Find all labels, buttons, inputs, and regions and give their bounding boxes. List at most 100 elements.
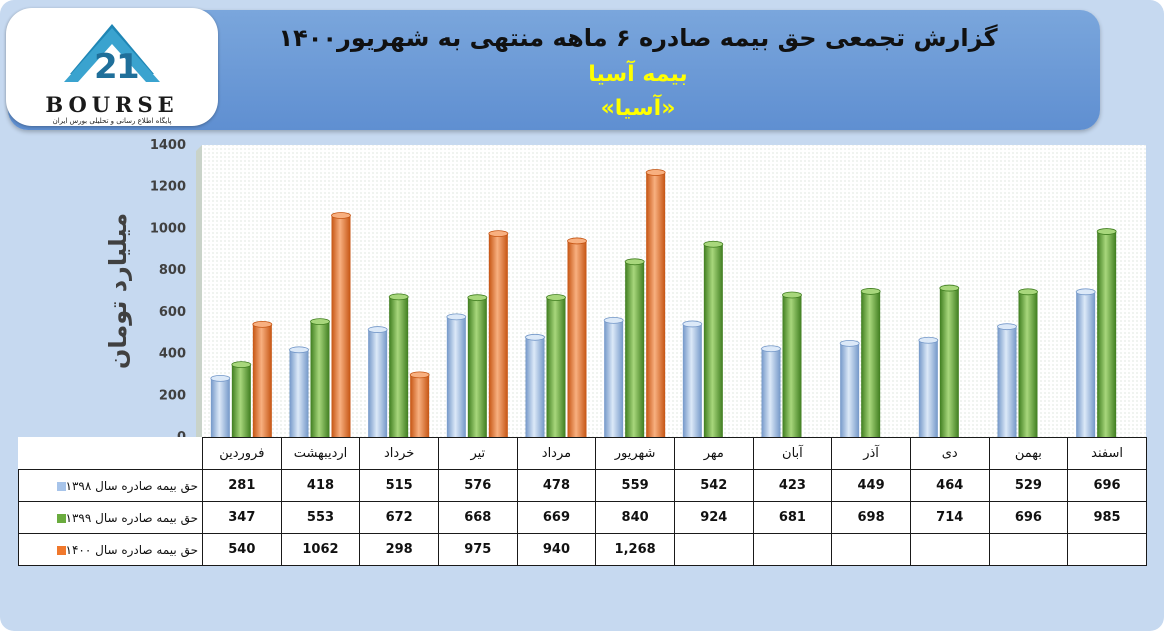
bar <box>310 321 330 437</box>
bar-cap <box>1096 228 1117 235</box>
legend-label: حق بیمه صادره سال ۱۳۹۹ <box>65 510 199 525</box>
data-label: 418 <box>280 469 361 502</box>
x-tick-label: مرداد <box>516 437 597 470</box>
legend-swatch <box>56 513 66 523</box>
data-label: 553 <box>280 501 361 534</box>
bar-cap <box>918 336 939 344</box>
data-label <box>909 533 990 566</box>
legend-entry: حق بیمه صادره سال ۱۴۰۰ <box>18 533 203 566</box>
data-label: 681 <box>752 501 833 534</box>
data-label: 698 <box>831 501 911 534</box>
bar <box>488 233 508 437</box>
data-label: 940 <box>516 533 597 566</box>
plot-area <box>202 145 1146 437</box>
data-label: 669 <box>516 501 597 534</box>
bar <box>918 340 938 437</box>
bar-cap <box>446 313 467 321</box>
bar <box>939 288 959 437</box>
bar <box>331 215 351 437</box>
x-tick-label: فروردین <box>202 437 282 470</box>
bar <box>252 324 272 437</box>
bar-cap <box>289 346 309 354</box>
data-label: 1,268 <box>595 533 675 566</box>
data-label <box>673 533 754 566</box>
bar-cap <box>624 258 645 266</box>
data-label: 298 <box>359 533 439 566</box>
company-name: بیمه آسیا <box>588 62 688 87</box>
bar <box>210 378 230 437</box>
bar <box>567 240 587 437</box>
bar <box>1076 291 1096 437</box>
bar <box>604 320 624 437</box>
bar-cap <box>839 339 860 347</box>
axis-wall <box>196 145 202 437</box>
bar <box>1097 231 1117 437</box>
data-label: 840 <box>595 501 675 534</box>
legend-label: حق بیمه صادره سال ۱۳۹۸ <box>65 478 199 493</box>
data-label: 423 <box>752 469 833 502</box>
bar <box>525 337 545 437</box>
bar <box>625 261 645 437</box>
bar-cap <box>467 294 488 302</box>
logo-wordmark: BOURSE <box>45 92 179 117</box>
bar-cap <box>488 230 509 238</box>
bar-cap <box>210 374 231 382</box>
x-tick-label: خرداد <box>359 437 439 470</box>
data-label: 975 <box>437 533 518 566</box>
bar <box>231 364 251 437</box>
bar-cap <box>409 371 430 379</box>
bar <box>997 326 1017 437</box>
legend-swatch <box>56 545 66 555</box>
bar <box>861 291 881 437</box>
bar <box>782 294 802 437</box>
bar <box>646 172 666 437</box>
y-tick-label: 800 <box>159 263 186 278</box>
data-label: 347 <box>202 501 282 534</box>
bar <box>368 329 388 437</box>
data-label: 696 <box>1067 469 1147 502</box>
bar-cap <box>682 320 703 328</box>
x-tick-label: دی <box>909 437 990 470</box>
data-label: 464 <box>909 469 990 502</box>
y-tick-label: 200 <box>159 388 186 403</box>
legend-swatch <box>56 481 66 491</box>
bar <box>446 316 466 437</box>
report-title: گزارش تجمعی حق بیمه صادره ۶ ماهه منتهی ب… <box>278 24 998 52</box>
bar <box>1018 291 1038 437</box>
x-tick-label: آذر <box>831 437 911 470</box>
table-row: حق بیمه صادره سال ۱۴۰۰ 540 1062 298 975 940 1,… <box>18 533 1147 566</box>
bar <box>546 297 566 437</box>
bar-cap <box>860 288 881 295</box>
legend-entry: حق بیمه صادره سال ۱۳۹۸ <box>18 469 203 502</box>
logo-mountain-icon: 2 1 <box>64 24 160 87</box>
table-row: حق بیمه صادره سال ۱۳۹۸ 281 418 515 576 478 559… <box>18 469 1147 502</box>
bar <box>289 349 309 437</box>
data-label: 449 <box>831 469 911 502</box>
data-label: 696 <box>988 501 1069 534</box>
bar-cap <box>1018 288 1038 296</box>
y-tick-label: 1200 <box>150 180 186 195</box>
data-label: 478 <box>516 469 597 502</box>
y-axis-label: میلیارد تومان <box>104 213 132 369</box>
data-label: 576 <box>437 469 518 502</box>
data-label: 714 <box>909 501 990 534</box>
bar <box>410 374 430 437</box>
x-tick-label: اردیبهشت <box>280 437 361 470</box>
x-tick-label: شهریور <box>595 437 675 470</box>
data-label <box>831 533 911 566</box>
bar-cap <box>388 293 409 301</box>
bar-cap <box>997 323 1017 331</box>
data-table: فروردین اردیبهشت خرداد تیر مرداد شهریور مهر آبا… <box>18 437 1147 566</box>
x-tick-label: اسفند <box>1067 437 1147 470</box>
data-label: 559 <box>595 469 675 502</box>
data-label: 672 <box>359 501 439 534</box>
data-label: 281 <box>202 469 282 502</box>
data-label <box>988 533 1069 566</box>
bar-cap <box>782 291 802 299</box>
bar-cap <box>546 294 566 301</box>
bar-cap <box>310 318 330 326</box>
x-tick-label: مهر <box>673 437 754 470</box>
x-tick-label: بهمن <box>988 437 1069 470</box>
